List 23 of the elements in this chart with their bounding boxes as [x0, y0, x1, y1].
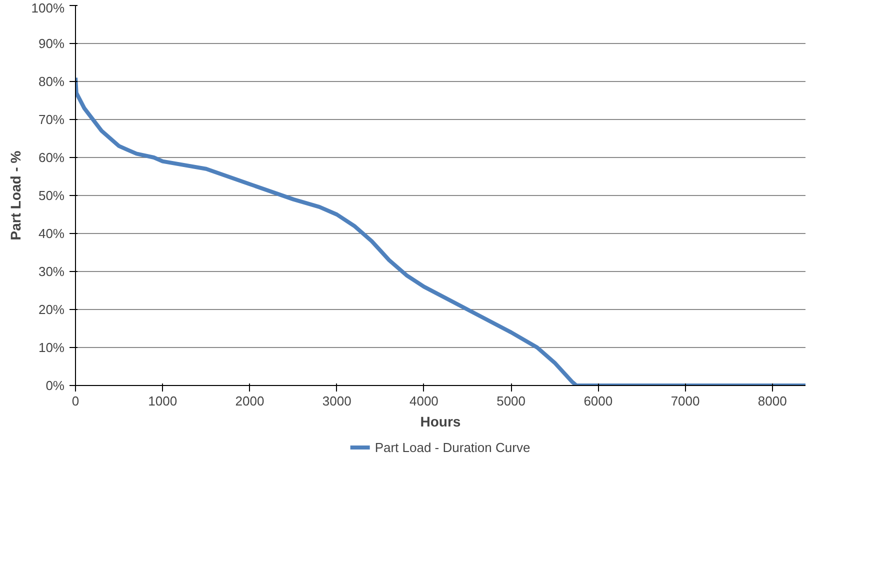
y-tick-label: 90%: [38, 36, 65, 51]
x-tick-label: 2000: [235, 394, 264, 408]
x-tick-label: 1000: [148, 394, 178, 408]
y-axis-title: Part Load - %: [7, 150, 24, 240]
x-tick-label: 0: [72, 394, 80, 408]
x-tick-label: 3000: [322, 394, 352, 408]
y-tick-label: 80%: [38, 74, 65, 89]
x-tick-label: 4000: [409, 394, 438, 408]
x-tick-label: 5000: [496, 394, 526, 408]
y-tick-label: 0%: [46, 378, 65, 393]
y-tick-label: 60%: [38, 150, 65, 165]
legend-label: Part Load - Duration Curve: [374, 440, 530, 454]
x-tick-label: 6000: [584, 394, 613, 408]
y-tick-label: 20%: [38, 302, 65, 317]
y-tick-label: 30%: [38, 264, 65, 279]
y-tick-label: 70%: [38, 112, 65, 127]
x-axis-title: Hours: [420, 414, 461, 430]
x-tick-label: 8000: [758, 394, 787, 408]
y-tick-label: 40%: [38, 226, 65, 241]
y-tick-label: 10%: [38, 340, 65, 355]
x-tick-label: 7000: [670, 394, 700, 408]
y-tick-label: 100%: [31, 0, 65, 16]
y-tick-label: 50%: [38, 188, 65, 203]
